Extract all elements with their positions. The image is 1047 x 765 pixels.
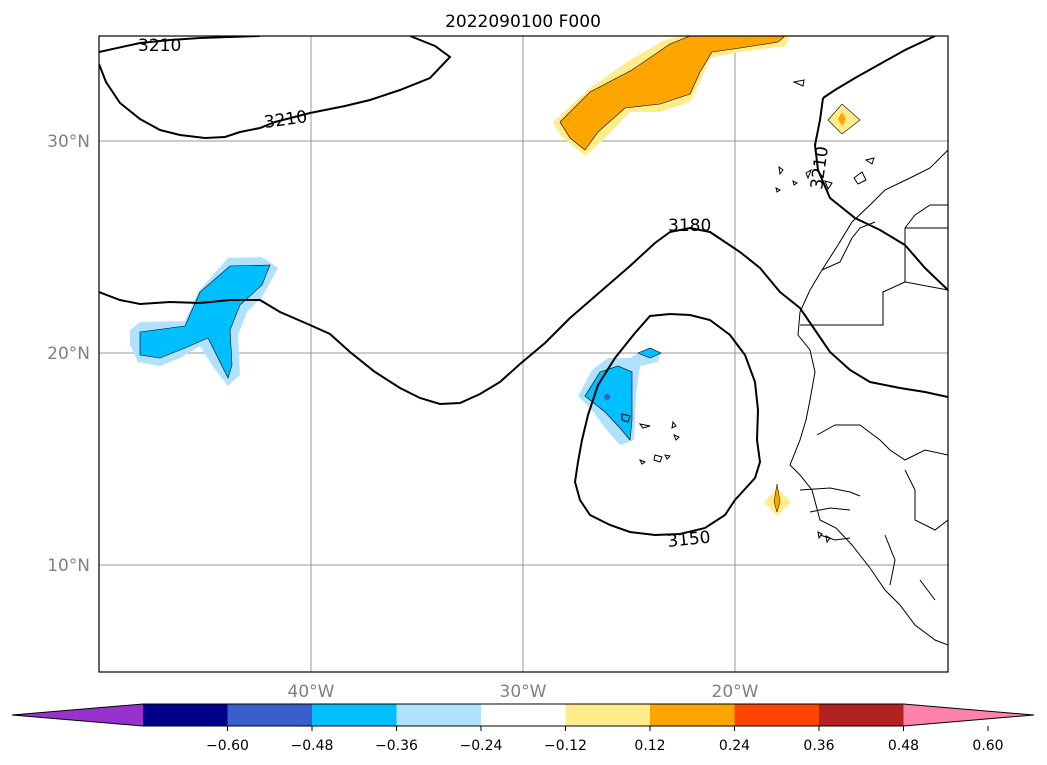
gridlines <box>99 36 948 672</box>
colorbar-tick-label: −0.24 <box>460 738 503 754</box>
country-borders <box>800 221 948 601</box>
colorbar-tick-label: 0.60 <box>972 738 1003 754</box>
contour-label-3210-a: 3210 <box>138 36 181 56</box>
lat-label-20n: 20°N <box>47 344 90 364</box>
colorbar: −0.60 −0.48 −0.36 −0.24 −0.12 0.12 0.24 0.36 0.4… <box>11 703 1035 754</box>
contour-label-3180: 3180 <box>668 216 711 236</box>
contour-3210-east-top <box>822 36 936 99</box>
colorbar-outline <box>11 703 1035 727</box>
colorbar-segment <box>396 704 482 726</box>
contour-3180 <box>99 226 948 406</box>
colorbar-segment <box>819 704 904 726</box>
figure-title: 2022090100 F000 <box>445 12 601 32</box>
map-panel: 3210 3210 3210 3180 3150 <box>99 36 948 672</box>
colorbar-segment <box>734 704 820 726</box>
colorbar-tick-label: 0.48 <box>888 738 919 754</box>
longitude-labels: 40°W 30°W 20°W <box>288 682 759 702</box>
contour-label-3210-c: 3210 <box>807 145 833 191</box>
lat-label-30n: 30°N <box>47 132 90 152</box>
contour-labels: 3210 3210 3210 3180 3150 <box>138 36 833 552</box>
colorbar-tick-label: 0.12 <box>634 738 665 754</box>
contour-label-3150: 3150 <box>666 528 711 552</box>
contour-3210-arc <box>99 36 452 140</box>
contour-label-3210-b: 3210 <box>263 107 309 133</box>
colorbar-tick-label: −0.48 <box>291 738 334 754</box>
lon-label-40w: 40°W <box>288 682 335 702</box>
negative-anomaly-west <box>130 257 278 386</box>
contour-3210-top <box>99 36 261 53</box>
lon-label-30w: 30°W <box>500 682 547 702</box>
negative-anomaly-center <box>578 347 662 445</box>
colorbar-segment <box>650 704 735 726</box>
colorbar-tick-label: −0.36 <box>375 738 418 754</box>
colorbar-tick-label: 0.24 <box>719 738 750 754</box>
colorbar-extend-right <box>903 704 1034 726</box>
coastlines <box>789 149 948 646</box>
colorbar-segment <box>565 704 651 726</box>
contour-3210-east <box>813 97 948 291</box>
contour-3150 <box>573 312 762 537</box>
colorbar-segment <box>143 704 228 726</box>
height-contours <box>99 36 948 537</box>
lon-label-20w: 20°W <box>712 682 759 702</box>
islands <box>621 79 875 544</box>
colorbar-tick-label: 0.36 <box>803 738 834 754</box>
map-frame <box>98 35 949 673</box>
colorbar-segment <box>312 704 397 726</box>
colorbar-tick-label: −0.12 <box>544 738 587 754</box>
lat-label-10n: 10°N <box>47 556 90 576</box>
colorbar-segment <box>481 704 566 726</box>
colorbar-extend-left <box>12 704 143 726</box>
colorbar-segment <box>227 704 313 726</box>
latitude-labels: 30°N 20°N 10°N <box>47 132 90 576</box>
positive-anomaly-north <box>553 36 790 156</box>
positive-anomaly-spots <box>764 103 861 516</box>
colorbar-tick-label: −0.60 <box>206 738 249 754</box>
